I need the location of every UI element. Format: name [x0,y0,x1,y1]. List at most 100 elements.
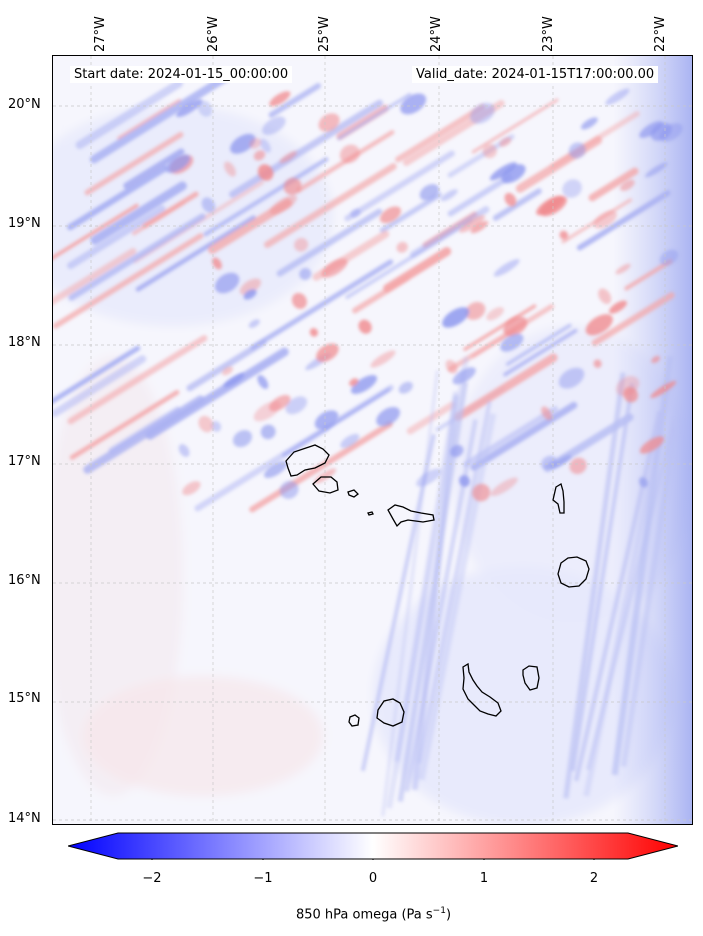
colorbar-tick-minus2: −2 [142,871,162,886]
ascent-cell [536,195,564,216]
ascent-cell [650,381,677,398]
descent-band [418,413,497,781]
ascent-cell [253,401,281,422]
lat-label-15n: 15°N [8,691,41,706]
descent-cell [299,268,312,280]
valid-date-label: Valid_date: 2024-01-15T17:00:00.00 [412,66,659,83]
descent-streak [505,323,572,366]
descent-band [620,427,678,767]
ascent-cell [396,241,408,253]
island-fogo [376,698,405,727]
descent-streak [276,208,383,277]
ascent-streak [53,248,137,305]
descent-cell [230,133,256,154]
ascent-cell [249,138,262,149]
descent-streak [409,206,490,258]
descent-cell [279,480,299,499]
ascent-cell [504,192,517,207]
ascent-streak [453,353,558,421]
descent-cell [176,99,203,118]
descent-cell [178,444,190,457]
ascent-cell [445,359,458,374]
lat-label-17n: 17°N [8,454,41,469]
lat-label-20n: 20°N [8,97,41,112]
ascent-streak [588,167,639,202]
descent-cell [264,461,288,478]
descent-cell [419,184,440,201]
ascent-cell [198,415,214,433]
descent-streak [68,213,206,301]
ascent-cell [593,359,602,368]
descent-cell [257,375,269,389]
ascent-streak [142,191,199,229]
descent-cell [350,208,361,218]
descent-cell [259,138,271,153]
island-coastlines [285,444,590,727]
ascent-streak [264,163,397,248]
descent-streak [337,93,412,141]
ascent-cell [651,355,661,364]
descent-band [417,400,492,764]
ascent-cell [620,179,635,191]
colorbar-tick-0: 0 [368,871,378,886]
descent-cell [243,289,257,300]
descent-cell [639,121,663,138]
island-brava [348,714,360,727]
descent-cell [550,454,572,470]
colorbar-tick-minus1: −1 [253,871,273,886]
ascent-cell [321,258,348,278]
descent-cell [350,375,378,394]
ascent-cell [459,215,486,233]
descent-streak [90,181,187,245]
descent-cell [493,259,520,277]
lon-label-25w: 25°W [317,16,332,52]
ascent-cell [339,144,360,164]
omega-cells [165,88,683,502]
map-panel [52,55,693,825]
ascent-cell [598,288,612,304]
start-date-label: Start date: 2024-01-15_00:00:00 [70,66,293,83]
descent-cell [165,154,191,173]
lat-label-16n: 16°N [8,573,41,588]
descent-streak [67,165,168,231]
colorbar-label-exponent: −1 [432,906,446,916]
ascent-cell [349,378,359,387]
descent-cell [558,367,585,389]
ascent-streak [383,247,452,293]
ascent-streak [84,132,184,196]
ascent-streak [67,335,208,425]
lon-label-23w: 23°W [541,16,556,52]
descent-cell [562,179,582,198]
ascent-cell [615,263,631,275]
descent-cell [605,88,630,105]
ascent-cell [283,177,302,195]
ascent-cell [291,292,307,309]
ascent-cell [309,328,319,337]
ascent-streak [53,203,139,260]
descent-band [570,382,635,772]
island-raso [367,511,374,516]
descent-cell [223,373,245,388]
descent-cell [376,406,401,427]
descent-cell [211,421,222,432]
ascent-cell [279,151,298,164]
descent-streak [53,355,147,417]
ascent-cell [465,301,486,320]
ascent-cell [569,457,587,475]
descent-cell [260,424,276,440]
ascent-cell [541,406,552,421]
ascent-streak [463,304,537,351]
descent-band [563,372,626,799]
descent-cell [440,189,458,202]
island-santiago [462,662,502,717]
ascent-streak [549,111,640,169]
ascent-cell [270,195,297,215]
descent-band [411,395,460,791]
descent-cell [442,307,470,328]
wave-streaks [53,73,678,817]
descent-cell [452,367,476,385]
ascent-cell [472,483,491,502]
colorbar [68,832,678,860]
ascent-cell [182,481,201,496]
ascent-streak [249,421,393,513]
